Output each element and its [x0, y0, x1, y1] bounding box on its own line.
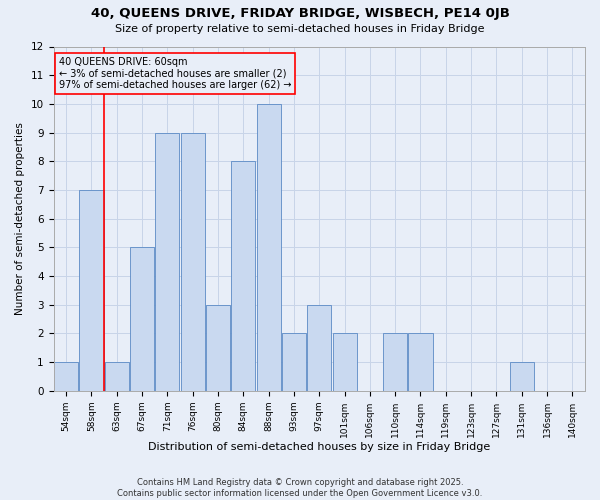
Bar: [79, 190, 104, 391]
Text: Size of property relative to semi-detached houses in Friday Bridge: Size of property relative to semi-detach…: [115, 24, 485, 34]
Bar: [54, 362, 78, 391]
Bar: [206, 305, 230, 391]
X-axis label: Distribution of semi-detached houses by size in Friday Bridge: Distribution of semi-detached houses by …: [148, 442, 490, 452]
Text: Contains HM Land Registry data © Crown copyright and database right 2025.
Contai: Contains HM Land Registry data © Crown c…: [118, 478, 482, 498]
Bar: [105, 362, 129, 391]
Bar: [510, 362, 534, 391]
Bar: [257, 104, 281, 391]
Bar: [155, 132, 179, 391]
Bar: [232, 162, 256, 391]
Bar: [282, 334, 306, 391]
Bar: [409, 334, 433, 391]
Bar: [307, 305, 331, 391]
Y-axis label: Number of semi-detached properties: Number of semi-detached properties: [15, 122, 25, 315]
Bar: [332, 334, 356, 391]
Bar: [181, 132, 205, 391]
Bar: [130, 248, 154, 391]
Text: 40, QUEENS DRIVE, FRIDAY BRIDGE, WISBECH, PE14 0JB: 40, QUEENS DRIVE, FRIDAY BRIDGE, WISBECH…: [91, 8, 509, 20]
Text: 40 QUEENS DRIVE: 60sqm
← 3% of semi-detached houses are smaller (2)
97% of semi-: 40 QUEENS DRIVE: 60sqm ← 3% of semi-deta…: [59, 57, 292, 90]
Bar: [383, 334, 407, 391]
